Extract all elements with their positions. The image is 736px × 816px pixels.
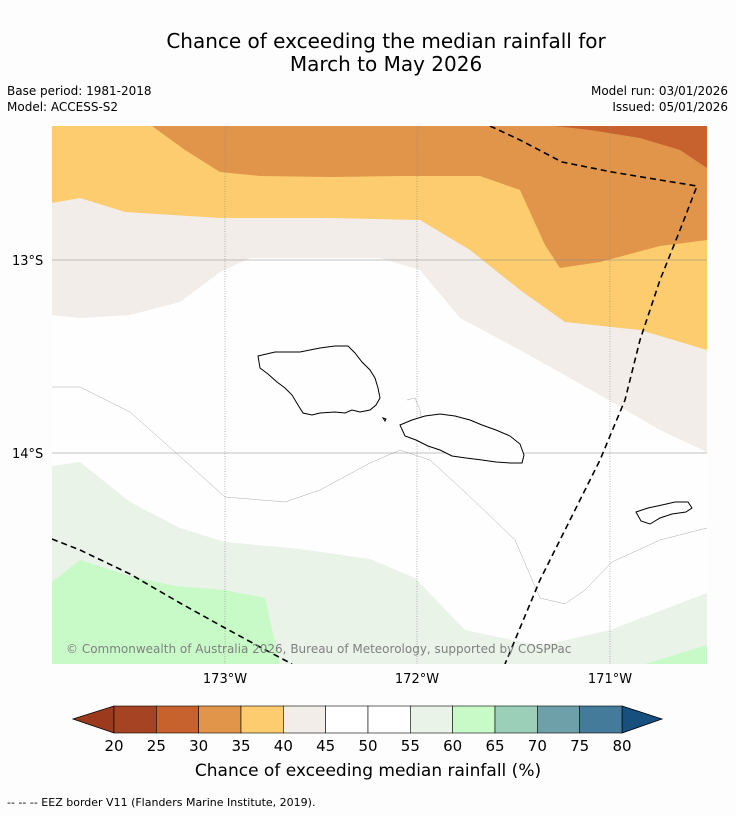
colorbar-tick-label: 55 (401, 737, 420, 755)
colorbar-tick-labels: 20 25 30 35 40 45 50 55 60 65 70 75 80 (104, 737, 631, 755)
base-period: Base period: 1981-2018 (7, 84, 152, 98)
zone-30-35 (152, 126, 707, 268)
issued-date: Issued: 05/01/2026 (612, 100, 728, 114)
colorbar-cell (325, 705, 369, 734)
colorbar-tick-label: 65 (485, 737, 504, 755)
colorbar: 20 25 30 35 40 45 50 55 60 65 70 75 80 (71, 705, 664, 755)
colorbar-cell (494, 705, 538, 734)
graticule-lon (224, 126, 611, 664)
savaii-island (257, 345, 381, 416)
lon-label-173w: 173°W (203, 672, 247, 687)
contour-line (52, 386, 707, 605)
colorbar-tick-label: 45 (316, 737, 335, 755)
colorbar-tick-label: 60 (443, 737, 462, 755)
axis-labels: 13°S 14°S 173°W 172°W 171°W (12, 254, 632, 687)
lon-label-171w: 171°W (588, 672, 632, 687)
zone-25-30 (555, 126, 707, 168)
copyright-text: © Commonwealth of Australia 2026, Bureau… (66, 642, 571, 656)
meta-right: Model run: 03/01/2026 Issued: 05/01/2026 (591, 83, 728, 115)
colorbar-tick-label: 35 (231, 737, 250, 755)
colorbar-tick-label: 50 (358, 737, 377, 755)
colorbar-cell (283, 705, 326, 734)
map-title: Chance of exceeding the median rainfall … (0, 30, 736, 76)
title-line-2: March to May 2026 (289, 52, 483, 76)
forecast-map: © Commonwealth of Australia 2026, Bureau… (12, 126, 707, 755)
eez-border-north (489, 126, 699, 664)
colorbar-cell (579, 705, 623, 734)
upolu-island (399, 413, 525, 464)
colorbar-tick-label: 30 (189, 737, 208, 755)
colorbar-cell (410, 705, 453, 734)
lat-label-13s: 13°S (12, 254, 43, 269)
american-samoa-island (635, 501, 693, 525)
colorbar-tick-label: 80 (612, 737, 631, 755)
eez-legend: -- -- -- EEZ border V11 (Flanders Marine… (7, 796, 316, 809)
colorbar-cell (156, 705, 199, 734)
colorbar-cell (537, 705, 580, 734)
zone-60-65-west (52, 560, 280, 664)
lat-label-14s: 14°S (12, 447, 43, 462)
title-line-1: Chance of exceeding the median rainfall … (166, 29, 606, 53)
eez-border-southwest (52, 538, 293, 664)
colorbar-tick-label: 75 (570, 737, 589, 755)
colorbar-tick-label: 20 (104, 737, 123, 755)
colorbar-tick-label: 70 (528, 737, 547, 755)
colorbar-over-arrow (621, 705, 664, 734)
colorbar-tick-label: 25 (147, 737, 166, 755)
zone-60-65-east (645, 645, 707, 664)
colorbar-under-arrow (71, 705, 115, 734)
colorbar-cells (113, 705, 623, 734)
colorbar-cell (198, 705, 242, 734)
graticule (52, 259, 707, 454)
manono-island (381, 417, 387, 422)
model-name: Model: ACCESS-S2 (7, 100, 119, 114)
probability-fields: © Commonwealth of Australia 2026, Bureau… (52, 126, 707, 664)
colorbar-cell (452, 705, 496, 734)
meta-left: Base period: 1981-2018 Model: ACCESS-S2 (7, 83, 152, 115)
lon-label-172w: 172°W (395, 672, 439, 687)
colorbar-label: Chance of exceeding median rainfall (%) (194, 761, 542, 781)
colorbar-cell (113, 705, 157, 734)
colorbar-cell (367, 705, 411, 734)
colorbar-tick-label: 40 (274, 737, 293, 755)
model-run: Model run: 03/01/2026 (590, 84, 728, 98)
colorbar-cell (240, 705, 284, 734)
